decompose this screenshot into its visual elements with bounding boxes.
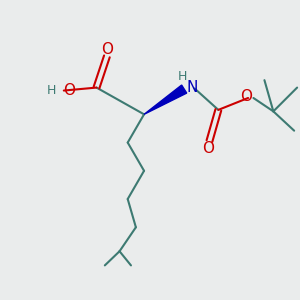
Text: H: H	[46, 84, 56, 97]
Text: O: O	[63, 83, 75, 98]
Text: O: O	[101, 42, 113, 57]
Text: O: O	[241, 89, 253, 104]
Polygon shape	[144, 85, 187, 114]
Text: N: N	[187, 80, 198, 95]
Text: H: H	[178, 70, 188, 83]
Text: O: O	[202, 141, 214, 156]
